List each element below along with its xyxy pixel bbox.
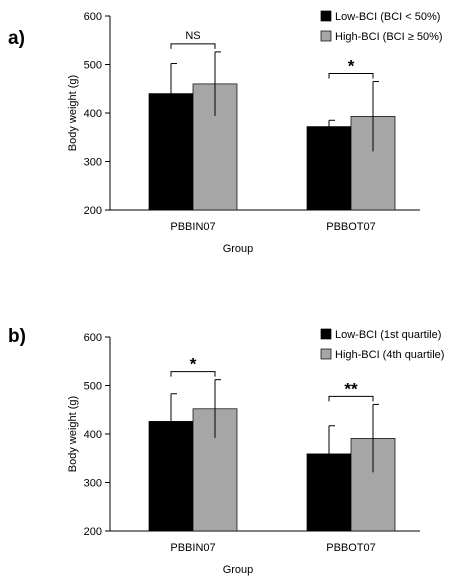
y-tick-label: 300 [84, 157, 102, 169]
significance-bracket [170, 371, 216, 377]
y-tick-label: 500 [84, 60, 102, 72]
significance-bracket [328, 72, 374, 79]
x-axis-title: Group [223, 564, 254, 576]
panel-label: a) [8, 28, 25, 49]
y-axis-title: Body weight (g) [67, 396, 79, 472]
significance-label: ** [344, 379, 358, 398]
x-tick-label: PBBIN07 [170, 542, 215, 554]
x-tick-label: PBBIN07 [170, 221, 215, 233]
legend-label-high-bci: High-BCI (4th quartile) [335, 349, 444, 361]
legend-swatch-high-bci [320, 30, 332, 42]
y-tick-label: 300 [84, 478, 102, 490]
legend-swatch-low-bci [320, 328, 332, 340]
y-tick-label: 400 [84, 108, 102, 120]
legend-label-low-bci: Low-BCI (1st quartile) [335, 329, 441, 341]
x-tick-label: PBBOT07 [326, 221, 376, 233]
y-tick-label: 600 [84, 332, 102, 344]
panel-a: a) Body weight (g) Group Low-BCI (BCI < … [8, 10, 443, 255]
y-tick-label: 500 [84, 381, 102, 393]
x-axis-title: Group [223, 243, 254, 255]
legend-swatch-high-bci [320, 348, 332, 360]
bar [306, 126, 352, 211]
legend-swatch-low-bci [320, 10, 332, 22]
legend-label-low-bci: Low-BCI (BCI < 50%) [335, 11, 440, 23]
significance-label: * [348, 56, 355, 75]
y-tick-label: 200 [84, 526, 102, 538]
legend-label-high-bci: High-BCI (BCI ≥ 50%) [335, 31, 443, 43]
panel-b: b) Body weight (g) Group Low-BCI (1st qu… [8, 326, 444, 576]
significance-label: NS [185, 30, 200, 42]
y-tick-label: 600 [84, 11, 102, 23]
y-tick-label: 200 [84, 205, 102, 217]
significance-label: * [190, 355, 197, 374]
panel-label: b) [8, 326, 26, 347]
y-axis-title: Body weight (g) [67, 75, 79, 151]
significance-bracket [328, 395, 374, 402]
y-tick-label: 400 [84, 429, 102, 441]
significance-bracket [170, 43, 216, 49]
x-tick-label: PBBOT07 [326, 542, 376, 554]
